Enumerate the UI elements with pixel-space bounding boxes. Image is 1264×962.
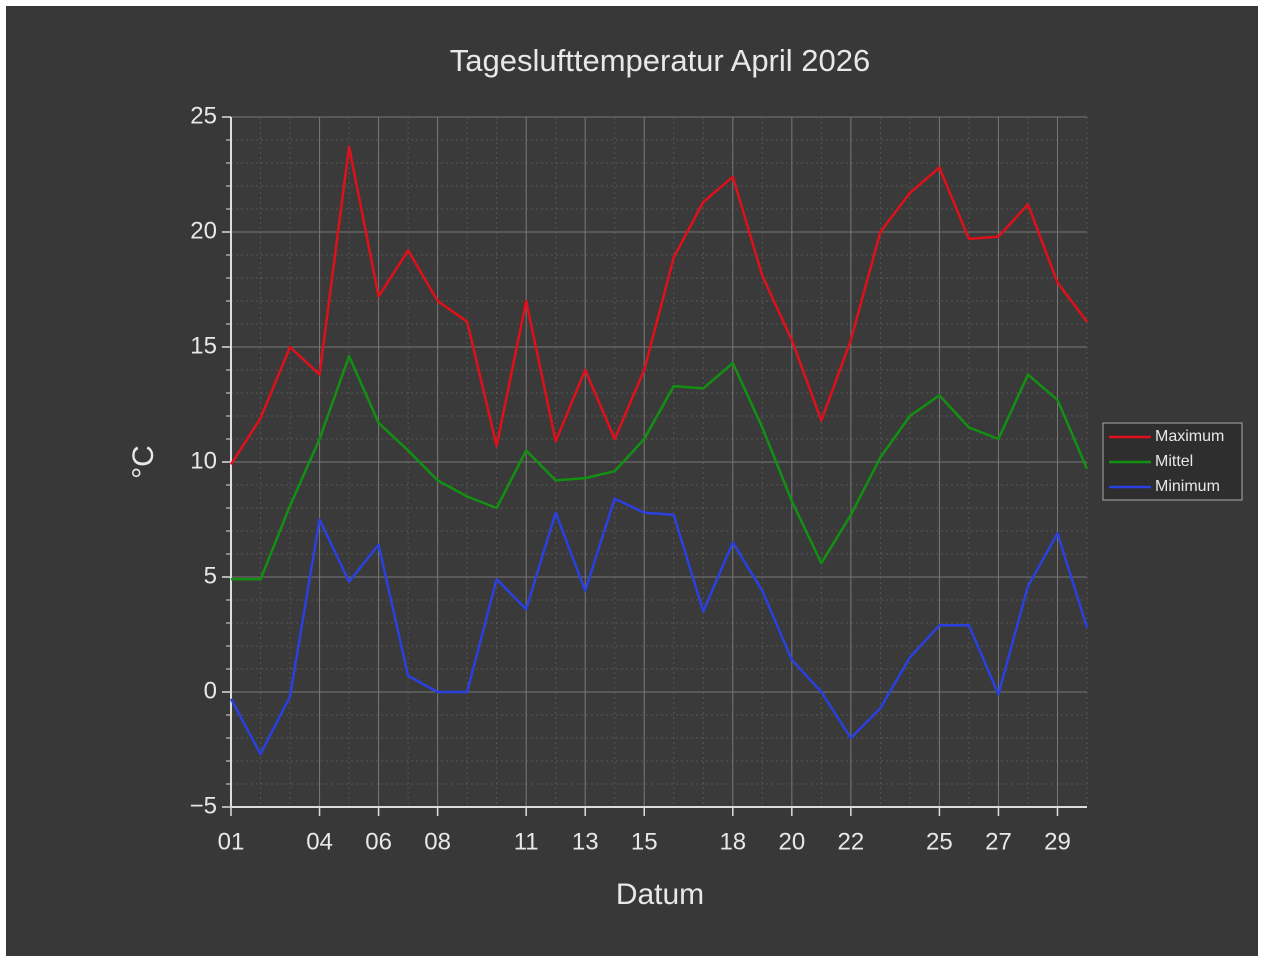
y-tick-label: 25 xyxy=(190,102,217,129)
x-tick-label: 25 xyxy=(926,828,953,855)
data-line xyxy=(231,354,1089,581)
y-axis-label: °C xyxy=(127,445,160,479)
x-tick-label: 27 xyxy=(985,828,1012,855)
data-line xyxy=(229,497,1089,756)
y-tick-label: 20 xyxy=(190,217,217,244)
y-tick-label: 15 xyxy=(190,332,217,359)
x-tick-label: 01 xyxy=(218,828,245,855)
y-tick-label: 0 xyxy=(204,677,217,704)
x-tick-label: 08 xyxy=(424,828,451,855)
legend-label: Mittel xyxy=(1155,453,1193,470)
legend-label: Maximum xyxy=(1155,428,1224,445)
x-tick-label: 04 xyxy=(306,828,333,855)
y-tick-label: 10 xyxy=(190,447,217,474)
x-tick-label: 11 xyxy=(514,828,539,855)
x-tick-label: 22 xyxy=(838,828,865,855)
x-tick-label: 20 xyxy=(778,828,805,855)
legend-label: Minimum xyxy=(1155,478,1220,495)
data-line xyxy=(229,145,1088,465)
x-tick-label: 15 xyxy=(631,828,658,855)
x-tick-label: 18 xyxy=(719,828,746,855)
chart-title: Tageslufttemperatur April 2026 xyxy=(450,43,870,78)
y-tick-label: 5 xyxy=(204,562,217,589)
x-tick-label: 13 xyxy=(572,828,599,855)
x-tick-label: 29 xyxy=(1044,828,1071,855)
x-axis-label: Datum xyxy=(616,878,704,911)
y-tick-label: −5 xyxy=(190,792,217,819)
x-tick-label: 06 xyxy=(365,828,392,855)
